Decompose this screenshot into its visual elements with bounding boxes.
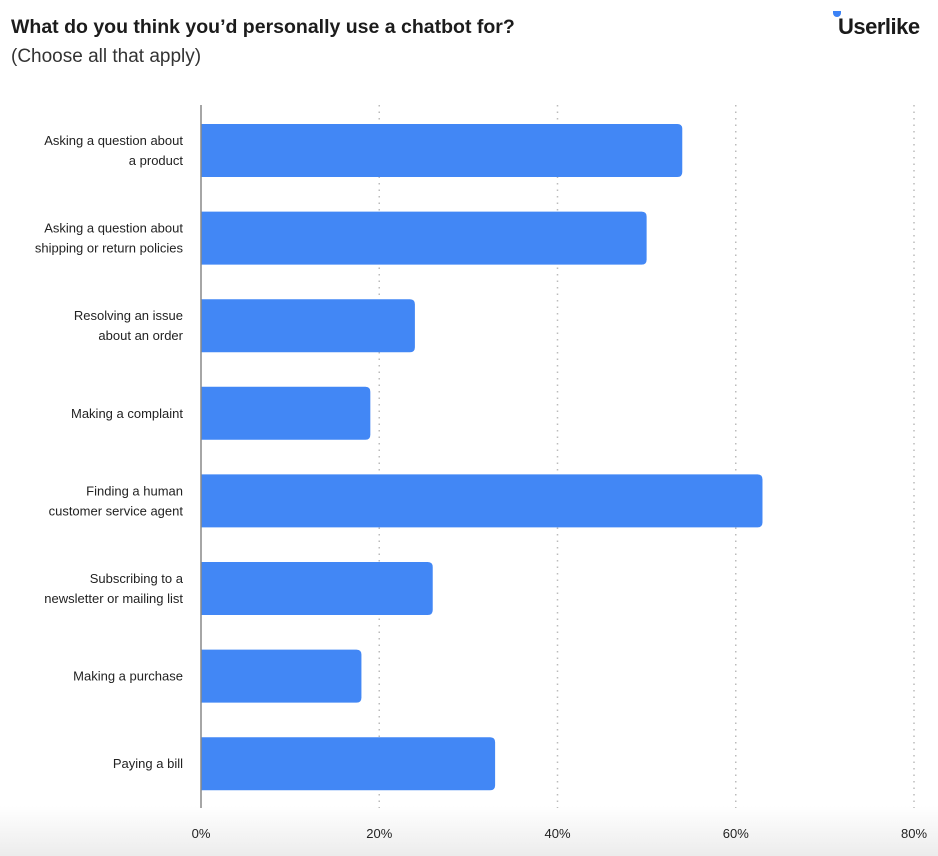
chart-title: What do you think you’d personally use a… bbox=[11, 16, 515, 38]
category-label: about an order bbox=[98, 328, 183, 343]
bar bbox=[201, 124, 683, 177]
bar bbox=[201, 562, 433, 615]
bar bbox=[201, 211, 647, 265]
category-label: Subscribing to a bbox=[90, 571, 184, 586]
bar bbox=[201, 649, 362, 703]
category-label: Making a complaint bbox=[71, 406, 183, 421]
category-label: Asking a question about bbox=[44, 133, 183, 148]
category-label: Paying a bill bbox=[113, 756, 183, 771]
x-tick-label: 40% bbox=[544, 826, 570, 841]
category-label: Resolving an issue bbox=[74, 308, 183, 323]
category-label: Asking a question about bbox=[44, 221, 183, 236]
category-label: customer service agent bbox=[49, 503, 184, 518]
userlike-logo: Userlike bbox=[833, 11, 920, 40]
category-label: a product bbox=[129, 153, 184, 168]
logo-mark-icon bbox=[833, 11, 841, 17]
x-tick-label: 60% bbox=[723, 826, 749, 841]
bar bbox=[201, 474, 763, 528]
category-label: shipping or return policies bbox=[35, 241, 184, 256]
x-tick-label: 20% bbox=[366, 826, 392, 841]
footer-shade bbox=[0, 806, 938, 856]
category-label: Making a purchase bbox=[73, 669, 183, 684]
bar bbox=[201, 737, 496, 791]
chart-subtitle: (Choose all that apply) bbox=[11, 46, 202, 67]
x-tick-label: 80% bbox=[901, 826, 927, 841]
category-label: newsletter or mailing list bbox=[44, 591, 183, 606]
logo-text: Userlike bbox=[838, 14, 920, 39]
bar bbox=[201, 386, 371, 440]
bar bbox=[201, 299, 415, 353]
x-tick-label: 0% bbox=[192, 826, 211, 841]
category-label: Finding a human bbox=[86, 483, 183, 498]
